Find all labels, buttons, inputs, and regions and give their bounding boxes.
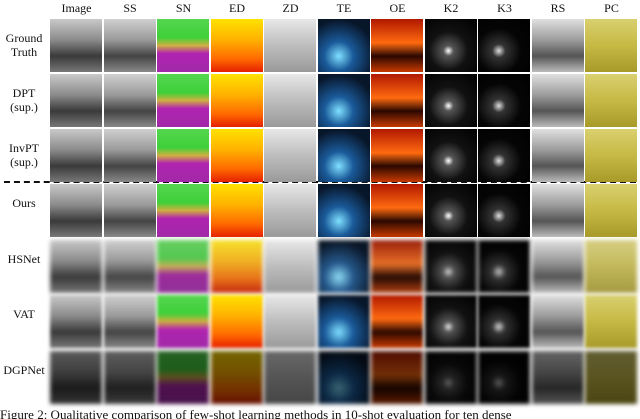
row-label: HSNet [7,252,41,266]
row-label: VAT [13,307,35,321]
row-label: InvPT (sup.) [9,141,39,169]
column-header: TE [336,1,352,15]
row-label: DGPNet [3,363,45,377]
column-header: K2 [443,1,459,15]
result-image [531,74,584,127]
column-header: K3 [497,1,512,15]
column-header: RS [550,1,566,15]
result-image [317,184,370,237]
column-header: SS [123,1,137,15]
result-image [531,240,584,293]
result-image [264,240,316,293]
result-image [317,129,370,182]
result-image [478,351,530,404]
result-image [531,129,584,182]
result-image [103,19,156,72]
column-header: ED [229,1,245,15]
result-image [50,74,102,127]
result-image [585,184,637,237]
result-image [478,184,530,237]
result-image [478,295,530,348]
result-image [585,129,637,182]
result-image [371,129,423,182]
result-image [424,240,477,293]
column-header: SN [175,1,192,15]
result-image [157,74,209,127]
result-image [424,351,477,404]
result-image [317,351,370,404]
result-image [478,129,530,182]
result-image [210,19,263,72]
result-image [317,240,370,293]
result-image [157,184,209,237]
result-image [585,295,637,348]
result-image [531,19,584,72]
column-header: ZD [282,1,299,15]
result-image [103,295,156,348]
caption: Figure 2: Qualitative comparison of few-… [0,407,512,419]
result-image [103,129,156,182]
result-image [585,240,637,293]
result-image [478,74,530,127]
result-image [424,129,477,182]
result-image [210,351,263,404]
result-image [210,240,263,293]
result-image [210,295,263,348]
column-header: Image [61,1,92,15]
result-image [371,19,423,72]
result-image [103,184,156,237]
result-image [371,351,423,404]
result-image [585,351,637,404]
result-image [585,74,637,127]
result-image [371,240,423,293]
result-image [424,19,477,72]
result-image [157,19,209,72]
result-image [103,74,156,127]
result-image [157,295,209,348]
result-image [50,184,102,237]
result-image [371,184,423,237]
result-image [50,351,102,404]
result-image [264,129,316,182]
result-image [210,184,263,237]
result-image [264,295,316,348]
result-image [424,295,477,348]
separator [4,181,636,183]
result-image [478,240,530,293]
result-image [157,351,209,404]
result-image [157,240,209,293]
result-image [317,74,370,127]
result-image [264,351,316,404]
result-image [50,19,102,72]
result-image [531,184,584,237]
row-label: DPT (sup.) [10,86,38,114]
result-image [531,295,584,348]
row-label: Ground Truth [5,31,43,59]
result-image [103,240,156,293]
result-image [264,184,316,237]
result-image [264,19,316,72]
result-image [157,129,209,182]
result-image [424,74,477,127]
result-image [317,19,370,72]
result-image [103,351,156,404]
column-header: PC [604,1,619,15]
row-label: Ours [12,196,36,210]
result-image [210,129,263,182]
result-image [50,240,102,293]
result-image [371,295,423,348]
result-image [478,19,530,72]
result-image [210,74,263,127]
result-image [585,19,637,72]
result-image [50,129,102,182]
result-image [264,74,316,127]
result-image [371,74,423,127]
column-header: OE [389,1,406,15]
result-image [317,295,370,348]
result-image [531,351,584,404]
result-image [50,295,102,348]
result-image [424,184,477,237]
